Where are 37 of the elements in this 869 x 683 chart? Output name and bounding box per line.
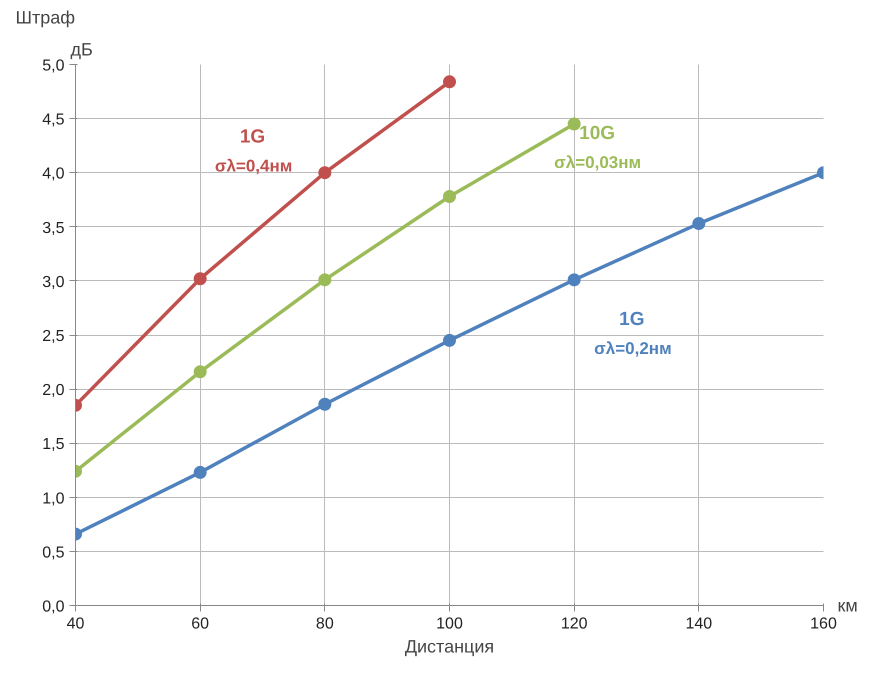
text: км (838, 596, 858, 616)
y-tick-label: 5,0 (42, 58, 65, 74)
point (568, 118, 581, 130)
series-label: 1G σλ=0,4нм (214, 126, 292, 176)
y-tick-label: 0,5 (42, 544, 65, 562)
point (318, 166, 332, 180)
y-tick-label: 1,5 (42, 436, 65, 454)
point (194, 272, 207, 286)
point (443, 75, 456, 88)
x-tick-label: 60 (191, 616, 210, 632)
point (318, 398, 332, 411)
point (194, 365, 207, 378)
series-label: 10G σλ=0,03нм (554, 123, 642, 172)
series-label: 1G σλ=0,2нм (594, 308, 672, 358)
y-tick-label: 2,5 (42, 328, 65, 345)
y-tick-label: 2,0 (42, 382, 65, 400)
point (443, 334, 456, 347)
x-tick-label: 80 (316, 616, 334, 632)
text: дБ (70, 40, 93, 60)
point (443, 190, 456, 203)
x-axis-title: Дистанция (404, 636, 494, 656)
x-tick-label: 40 (66, 616, 84, 632)
point (568, 273, 581, 286)
x-tick-label: 120 (560, 616, 588, 632)
y-tick-label: 3,0 (42, 274, 65, 291)
point (318, 273, 332, 286)
y-tick-label: 1,0 (42, 490, 65, 508)
y-tick-label: 0,0 (42, 598, 65, 616)
x-tick-label: 100 (436, 616, 463, 632)
x-tick-label: 140 (685, 616, 712, 632)
point (194, 466, 207, 479)
y-tick-label: 4,0 (42, 166, 65, 183)
x-tick-label: 160 (810, 616, 837, 632)
y-tick-label: 3,5 (42, 220, 65, 237)
y-axis-title: Штраф (16, 8, 76, 28)
point (692, 217, 706, 230)
y-tick-label: 4,5 (42, 112, 65, 129)
